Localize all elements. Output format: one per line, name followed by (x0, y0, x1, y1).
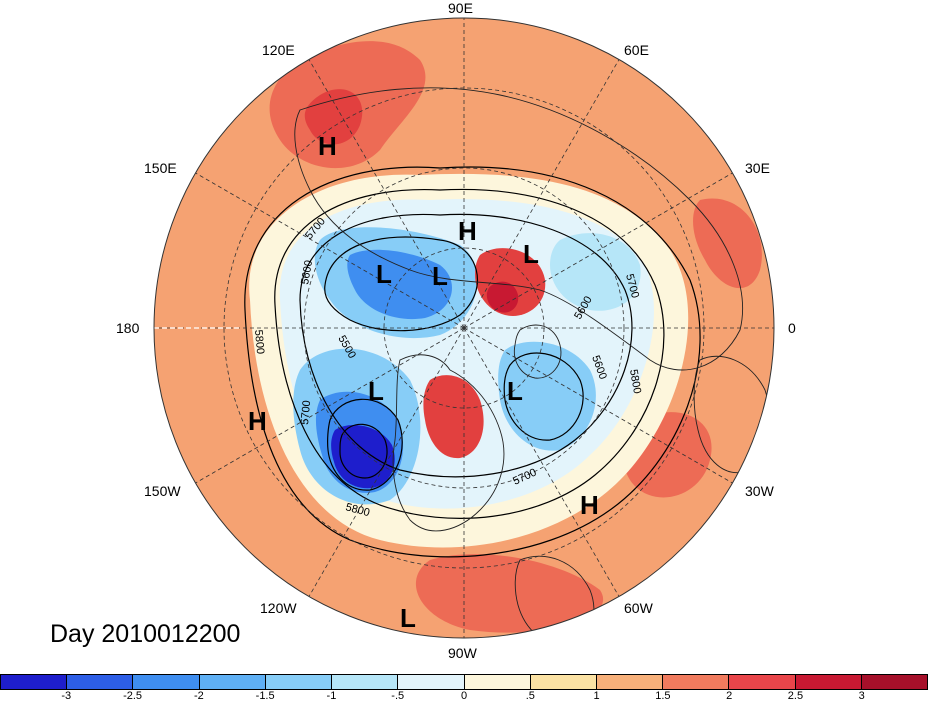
cold-anomaly-europe (550, 233, 641, 311)
contour-label: 5700 (299, 400, 313, 425)
longitude-label: 60W (624, 600, 653, 616)
colorbar-segment (729, 675, 796, 689)
pressure-centers: H H L L L L L H H L (248, 131, 599, 633)
warm-patch-south (415, 554, 604, 633)
coastline-north-america (392, 354, 505, 532)
colorbar-tick-label: 3 (858, 690, 865, 702)
colorbar-tick-label: .5 (525, 690, 535, 702)
warm-anomaly-arctic-core (486, 281, 519, 313)
longitude-label: 90W (448, 645, 477, 661)
latitude-circle-60 (303, 167, 625, 489)
colorbar-segment (464, 675, 531, 689)
meridian-line (463, 327, 733, 484)
height-contours (244, 166, 701, 558)
meridian-line (195, 172, 465, 329)
colorbar-tick-label: -2.5 (123, 690, 143, 702)
colorbar-tick-label: 1.5 (655, 690, 671, 702)
contour-5800 (244, 166, 701, 558)
contour-low-pacific (327, 398, 403, 491)
high-center-marker: H (580, 490, 599, 520)
coastline-greenland (513, 324, 562, 379)
low-center-marker: L (432, 261, 448, 291)
low-center-marker: L (523, 239, 539, 269)
warm-anomaly-canada (423, 375, 484, 459)
longitude-label: 150W (144, 483, 181, 499)
contour-label: 5800 (252, 329, 266, 354)
longitude-label: 120E (262, 42, 295, 58)
contour-5500 (324, 236, 478, 332)
high-center-marker: H (458, 216, 477, 246)
low-center-marker: L (376, 259, 392, 289)
colorbar-tick-label: -1 (326, 690, 337, 702)
colorbar-segment (199, 675, 266, 689)
contour-label: 5600 (299, 259, 315, 285)
cold-anomaly-east-siberia-core (347, 249, 452, 320)
colorbar-segment (1, 675, 68, 689)
meridians (154, 18, 774, 638)
colorbar (0, 674, 928, 690)
colorbar-segment (265, 675, 333, 689)
colorbar-segment (133, 675, 200, 689)
longitude-label: 120W (260, 600, 297, 616)
high-center-marker: H (318, 131, 337, 161)
contour-label: 5800 (627, 368, 643, 394)
meridian-line (463, 172, 733, 329)
colorbar-tick-label: 0 (460, 690, 468, 702)
low-center-marker: L (507, 376, 523, 406)
meridian-line (195, 327, 465, 484)
meridian-line (308, 59, 465, 329)
contour-5600 (299, 213, 633, 478)
contour-5700 (274, 188, 665, 519)
colorbar-segment (530, 675, 597, 689)
colorbar-segment (663, 675, 730, 689)
contour-low-pacific-inner (339, 423, 388, 479)
longitude-label: 0 (788, 320, 796, 336)
high-center-marker: H (248, 406, 267, 436)
coastline-eurasia (294, 87, 743, 371)
contour-low-labrador (503, 352, 584, 441)
colorbar-tick-label: -2 (193, 690, 204, 702)
longitude-label: 60E (624, 42, 649, 58)
warm-patch-siberia-core (304, 89, 363, 145)
longitude-label: 90E (448, 0, 473, 16)
longitude-label: 150E (144, 160, 177, 176)
colorbar-segment (332, 675, 399, 689)
colorbar-segment (795, 675, 862, 689)
low-center-marker: L (400, 603, 416, 633)
coastline-south-america (514, 555, 595, 638)
low-center-marker: L (368, 376, 384, 406)
colorbar-tick-label: -.5 (391, 690, 405, 702)
colorbar-segment (596, 675, 664, 689)
colorbar-tick-label: 2.5 (787, 690, 804, 702)
date-label: Day 2010012200 (50, 620, 241, 648)
graticule (154, 18, 774, 638)
colorbar-segment (67, 675, 134, 689)
colorbar-segment (861, 675, 928, 689)
meridian-line (463, 59, 620, 329)
colorbar-tick-label: -1.5 (255, 690, 275, 702)
colorbar-tick-label: 2 (726, 690, 733, 702)
colorbar-tick-label: -3 (61, 690, 72, 702)
cold-anomaly-labrador (498, 341, 596, 451)
globe-outline (153, 17, 775, 639)
longitude-label: 180 (116, 320, 140, 336)
meridian-line (463, 327, 620, 597)
warm-patch-east (693, 198, 762, 289)
colorbar-segment (398, 675, 465, 689)
coastlines (294, 87, 771, 638)
longitude-label: 30W (745, 483, 774, 499)
meridian-line (308, 327, 465, 597)
colorbar-tick-label: 1 (593, 690, 600, 702)
longitude-label: 30E (745, 160, 770, 176)
